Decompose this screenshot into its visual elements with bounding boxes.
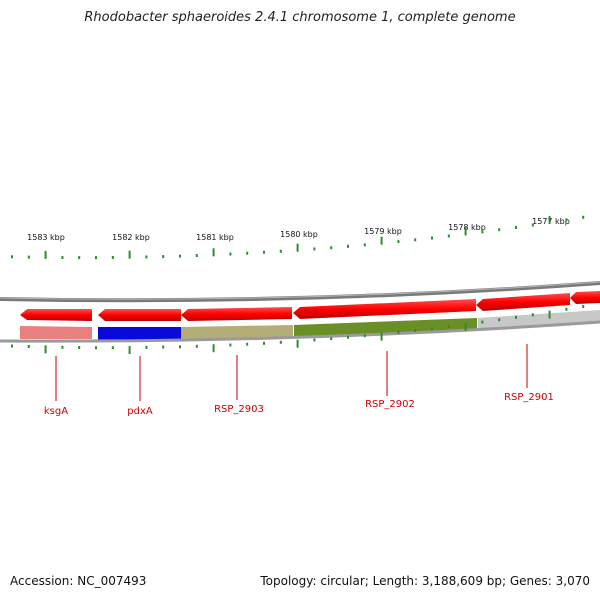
scale-label-1577: 1577 kbp bbox=[532, 217, 570, 226]
gene-label-RSP_2903[interactable]: RSP_2903 bbox=[214, 404, 264, 415]
cds-arrow-next[interactable] bbox=[570, 291, 600, 304]
gene-label-ksgA[interactable]: ksgA bbox=[44, 406, 68, 417]
gene-label-RSP_2902[interactable]: RSP_2902 bbox=[365, 399, 415, 410]
gene-band-ksgA[interactable] bbox=[20, 326, 92, 339]
outer-backbone bbox=[0, 281, 600, 303]
gene-label-pdxA[interactable]: pdxA bbox=[127, 406, 153, 417]
scale-label-1579: 1579 kbp bbox=[364, 227, 402, 236]
cds-arrow-RSP_2902[interactable] bbox=[293, 299, 476, 319]
topology-info: Topology: circular; Length: 3,188,609 bp… bbox=[260, 574, 590, 588]
accession-info: Accession: NC_007493 bbox=[10, 574, 146, 588]
scale-labels: 1583 kbp 1582 kbp 1581 kbp 1580 kbp 1579… bbox=[27, 217, 570, 242]
gene-labels: ksgA pdxA RSP_2903 RSP_2902 RSP_2901 bbox=[44, 392, 554, 417]
gene-band-RSP_2902[interactable] bbox=[294, 318, 477, 338]
cds-arrow-RSP_2903[interactable] bbox=[181, 307, 292, 321]
gene-label-RSP_2901[interactable]: RSP_2901 bbox=[504, 392, 554, 403]
scale-label-1581: 1581 kbp bbox=[196, 233, 234, 242]
scale-label-1578: 1578 kbp bbox=[448, 223, 486, 232]
gene-label-leaders bbox=[55, 344, 528, 401]
accession-value: NC_007493 bbox=[77, 574, 147, 588]
inner-backbone bbox=[0, 320, 600, 343]
scale-label-1582: 1582 kbp bbox=[112, 233, 150, 242]
cds-arrow-RSP_2901[interactable] bbox=[476, 293, 570, 311]
scale-ticks-bottom bbox=[11, 305, 585, 355]
scale-label-1583: 1583 kbp bbox=[27, 233, 65, 242]
outer-backbone-highlight bbox=[0, 281, 600, 300]
gene-band-RSP_2903[interactable] bbox=[181, 325, 293, 340]
scale-label-1580: 1580 kbp bbox=[280, 230, 318, 239]
cds-arrows bbox=[20, 291, 600, 321]
accession-label: Accession: bbox=[10, 574, 74, 588]
map-title: Rhodobacter sphaeroides 2.4.1 chromosome… bbox=[84, 10, 516, 25]
gene-band-pdxA[interactable] bbox=[98, 327, 181, 340]
scale-ticks-top bbox=[11, 215, 585, 260]
gene-bands bbox=[20, 310, 600, 340]
cds-arrow-pdxA[interactable] bbox=[98, 309, 181, 321]
gene-band-RSP_2901[interactable] bbox=[478, 310, 600, 331]
cds-arrow-ksgA[interactable] bbox=[20, 309, 92, 321]
